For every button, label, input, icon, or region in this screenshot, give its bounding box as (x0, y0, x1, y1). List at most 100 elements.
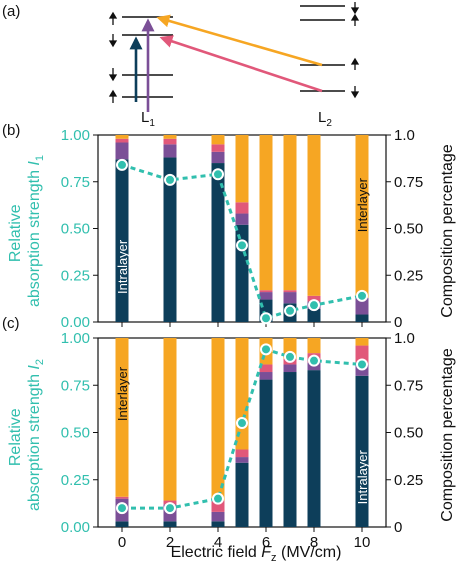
y-tick-label: 0.75 (61, 174, 90, 191)
bar-segment-interlayer (163, 135, 177, 139)
bar-segment-purple (283, 364, 297, 373)
bar-segment-pink (211, 144, 225, 152)
y2-tick-label: 1.0 (394, 127, 415, 144)
y2-tick-label: 0.75 (394, 377, 423, 394)
bar-segment-interlayer (235, 135, 249, 203)
bar-segment-purple (211, 151, 225, 164)
bar-segment-purple (163, 144, 177, 158)
x-tick-label: 6 (262, 534, 270, 551)
y-tick-label: 1.00 (61, 127, 90, 144)
bar-segment-pink (163, 138, 177, 145)
absorption-point (356, 289, 368, 302)
panel-b: (b) Relative absorption strength I1 Comp… (2, 122, 456, 331)
y2-tick-label: 0.50 (394, 425, 423, 442)
bar-segment-interlayer (307, 338, 321, 354)
intralayer-annotation: Intralayer (355, 449, 370, 504)
bar-segment-intralayer (115, 159, 129, 322)
absorption-point (212, 168, 224, 181)
absorption-point (236, 417, 248, 430)
layer-label-l1: L1 (141, 109, 155, 129)
bar-segment-pink (235, 202, 249, 214)
panel-b-ylabel: Relative absorption strength I1 (7, 155, 46, 307)
x-tick-label: 10 (354, 534, 371, 551)
y2-tick-label: 0.25 (394, 472, 423, 489)
bar-segment-purple (235, 213, 249, 225)
bar-segment-interlayer (115, 135, 129, 139)
bar-segment-intralayer (115, 521, 129, 527)
absorption-point (260, 312, 272, 325)
bar-segment-intralayer (163, 521, 177, 527)
bar-segment-purple (211, 511, 225, 522)
absorption-point (164, 502, 176, 515)
bar-segment-intralayer (307, 370, 321, 527)
bar-segment-pink (115, 496, 129, 499)
intralayer-annotation: Intralayer (115, 239, 130, 294)
spin-arrows-l2-icon (350, 2, 360, 99)
interlayer-arrow-pink (159, 35, 323, 93)
bar-segment-interlayer (355, 338, 369, 346)
spin-up-down-icon (108, 11, 118, 103)
bar-segment-interlayer (259, 135, 273, 291)
bar-segment-interlayer (115, 338, 129, 497)
y-tick-label: 1.00 (61, 330, 90, 347)
panel-c-y2label: Composition percentage (439, 348, 456, 522)
y-tick-label: 0.75 (61, 377, 90, 394)
bar-segment-purple (259, 292, 273, 300)
absorption-point (356, 358, 368, 371)
absorption-point (236, 239, 248, 252)
panel-a: (a) L1 L2 (2, 2, 360, 129)
y-tick-label: 0.50 (61, 425, 90, 442)
y-tick-label: 0.00 (61, 519, 90, 536)
bar-segment-purple (235, 457, 249, 463)
x-tick-label: 2 (166, 534, 174, 551)
y-tick-label: 0.25 (61, 267, 90, 284)
y2-tick-label: 0 (394, 519, 402, 536)
bar-segment-intralayer (259, 379, 273, 527)
y2-tick-label: 0.25 (394, 267, 423, 284)
panel-c: (c) Relative absorption strength I2 Comp… (2, 315, 456, 564)
absorption-point (308, 299, 320, 312)
bar-segment-intralayer (355, 375, 369, 527)
panel-a-label: (a) (2, 3, 20, 20)
bar-segment-interlayer (163, 338, 177, 501)
y2-tick-label: 1.0 (394, 330, 415, 347)
bar-segment-intralayer (355, 314, 369, 322)
bar-segment-intralayer (283, 372, 297, 527)
bar-segment-pink (307, 295, 321, 302)
bar-segment-pink (283, 290, 297, 293)
bar-segment-purple (283, 292, 297, 304)
y2-tick-label: 0.75 (394, 174, 423, 191)
absorption-point (308, 354, 320, 367)
absorption-point (284, 304, 296, 317)
panel-c-label: (c) (2, 315, 20, 332)
panel-c-ylabel: Relative absorption strength I2 (7, 359, 46, 511)
panel-b-y2label: Composition percentage (439, 144, 456, 318)
x-tick-label: 0 (118, 534, 126, 551)
absorption-point (284, 350, 296, 363)
absorption-point (164, 173, 176, 186)
bar-segment-intralayer (211, 163, 225, 322)
bar-segment-intralayer (307, 308, 321, 322)
y-tick-label: 0.25 (61, 472, 90, 489)
interlayer-annotation: Interlayer (115, 366, 130, 421)
x-tick-label: 4 (214, 534, 222, 551)
bar-segment-purple (355, 297, 369, 315)
y2-tick-label: 0.50 (394, 221, 423, 238)
bar-segment-purple (115, 142, 129, 160)
bar-segment-pink (115, 138, 129, 143)
bar-segment-intralayer (211, 521, 225, 527)
y-tick-label: 0.50 (61, 221, 90, 238)
bar-segment-intralayer (235, 462, 249, 527)
x-tick-label: 8 (310, 534, 318, 551)
bar-segment-interlayer (283, 135, 297, 291)
panel-b-label: (b) (2, 122, 20, 139)
bar-segment-pink (211, 500, 225, 512)
bar-segment-interlayer (211, 135, 225, 145)
bar-segment-interlayer (211, 338, 225, 501)
y-tick-label: 0.00 (61, 314, 90, 331)
bar-segment-purple (259, 372, 273, 380)
absorption-point (212, 492, 224, 505)
x-axis-label: Electric field Fz (MV/cm) (171, 544, 342, 564)
